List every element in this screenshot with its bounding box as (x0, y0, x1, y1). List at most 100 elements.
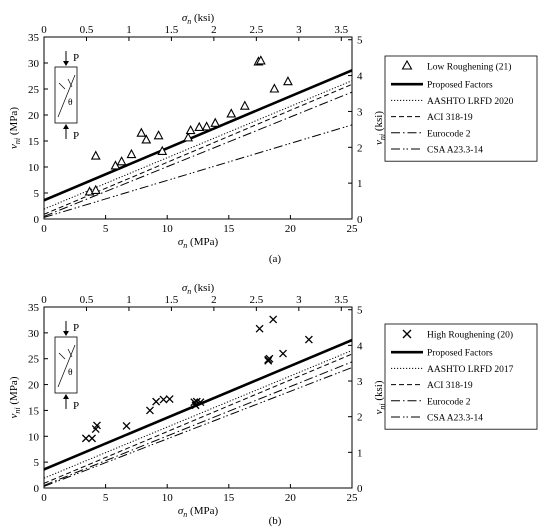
inset-angle-label: θ (68, 368, 73, 378)
y-tick-label: 0 (34, 214, 40, 226)
data-point (255, 324, 264, 333)
y-tick-label: 35 (28, 32, 40, 44)
y-tick-label: 10 (28, 162, 40, 174)
load-arrowhead-bottom (63, 394, 69, 399)
y-tick-label: 15 (28, 136, 40, 148)
y-tick-label: 20 (28, 380, 40, 392)
data-point (269, 83, 280, 93)
data-point (239, 100, 250, 110)
inset-load-label-bottom: P (73, 400, 79, 412)
right-tick-label: 1 (357, 178, 363, 190)
right-tick-label: 3 (357, 376, 363, 388)
y-tick-label: 25 (28, 354, 40, 366)
inset-angle-label: θ (68, 98, 73, 108)
right-tick-label: 0 (357, 214, 363, 226)
x-tick-label: 25 (347, 223, 359, 235)
right-axis-label: vni (ksi) (373, 111, 387, 145)
x-tick-label: 0 (41, 492, 47, 504)
y-tick-label: 10 (28, 431, 40, 443)
x-tick-label: 15 (223, 492, 235, 504)
data-point (194, 121, 205, 132)
force-arrow (67, 348, 73, 358)
y-tick-label: 20 (28, 110, 40, 122)
y-tick-label: 25 (28, 84, 40, 96)
plot-frame (43, 306, 353, 489)
y-axis-label: vni (MPa) (8, 107, 22, 149)
data-point (88, 434, 97, 443)
legend-label: AASHTO LRFD 2020 (427, 97, 514, 107)
top-tick-label: 3 (296, 294, 302, 306)
series-line-3 (44, 91, 352, 217)
specimen-inset (54, 336, 78, 394)
x-tick-label: 0 (41, 223, 47, 235)
right-axis-label: vni (ksi) (373, 380, 387, 414)
series-line-4 (44, 124, 352, 218)
panel-caption: (a) (269, 253, 282, 265)
load-arrowhead-top (63, 331, 69, 336)
top-tick-label: 2.5 (249, 24, 263, 36)
data-point (141, 134, 152, 144)
top-tick-label: 2 (211, 294, 217, 306)
data-point (136, 127, 147, 137)
right-tick-label: 1 (357, 447, 363, 459)
legend-marker (401, 59, 413, 70)
y-tick-label: 35 (28, 302, 40, 314)
y-tick-label: 30 (28, 58, 40, 70)
data-point (185, 124, 196, 135)
force-arrow (58, 352, 66, 360)
legend-label: Eurocode 2 (427, 397, 471, 407)
right-tick-label: 5 (357, 305, 363, 317)
legend-label: Low Roughening (21) (427, 62, 511, 73)
inset-load-label-top: P (73, 52, 79, 64)
legend-label: Eurocode 2 (427, 129, 471, 139)
data-point (183, 132, 194, 142)
data-point (145, 406, 154, 415)
data-point (81, 434, 90, 443)
load-arrowhead-top (63, 61, 69, 66)
series-line-2 (44, 353, 352, 484)
x-tick-label: 20 (285, 492, 297, 504)
right-tick-label: 2 (357, 142, 363, 154)
right-tick-label: 0 (357, 483, 363, 495)
legend-label: CSA A23.3-14 (427, 146, 483, 156)
shear-plane (57, 74, 76, 118)
top-tick-label: 2.5 (249, 294, 263, 306)
top-tick-label: 3.5 (334, 24, 348, 36)
data-point (90, 150, 101, 160)
data-point (210, 117, 221, 127)
legend-label: Proposed Factors (427, 81, 493, 91)
top-tick-label: 2 (211, 24, 217, 36)
top-tick-label: 0 (41, 294, 47, 306)
x-tick-label: 20 (285, 223, 297, 235)
data-point (304, 335, 313, 344)
x-tick-label: 5 (103, 223, 109, 235)
legend-label: ACI 318-19 (427, 113, 473, 123)
specimen-inset (54, 66, 78, 124)
y-tick-label: 5 (34, 457, 40, 469)
series-line-1 (44, 349, 352, 479)
x-tick-label: 15 (223, 223, 235, 235)
top-tick-label: 0 (41, 24, 47, 36)
top-tick-label: 1.5 (165, 24, 179, 36)
data-point (93, 421, 101, 430)
legend-marker (402, 329, 412, 339)
right-tick-label: 2 (357, 412, 363, 424)
data-point (255, 55, 266, 65)
data-point (159, 395, 168, 404)
data-point (269, 315, 278, 324)
y-tick-label: 30 (28, 328, 40, 340)
x-axis-label: σn (MPa) (178, 236, 219, 250)
top-tick-label: 3 (296, 24, 302, 36)
data-point (191, 401, 200, 410)
top-tick-label: 1.5 (165, 294, 179, 306)
data-point (279, 349, 287, 358)
y-axis-label: vni (MPa) (8, 376, 22, 418)
right-tick-label: 4 (357, 71, 363, 83)
data-point (283, 76, 293, 86)
force-arrow (58, 82, 66, 90)
right-tick-label: 3 (357, 106, 363, 118)
series-line-0 (44, 69, 352, 202)
top-tick-label: 0.5 (80, 24, 94, 36)
